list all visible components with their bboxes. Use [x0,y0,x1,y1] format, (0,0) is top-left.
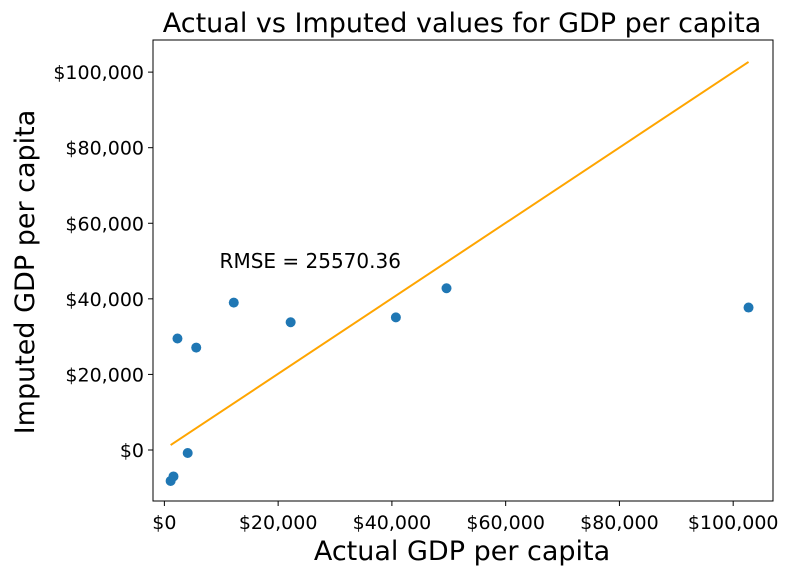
chart-title: Actual vs Imputed values for GDP per cap… [163,8,762,39]
scatter-point [172,333,183,344]
scatter-point [285,317,296,328]
y-tick-label: $60,000 [65,213,144,235]
y-axis-ticks: $0 $20,000 $40,000 $60,000 $80,000 $100,000 [53,62,153,462]
x-tick-label: $40,000 [353,512,432,534]
scatter-point [390,312,401,323]
y-tick-label: $0 [120,440,144,462]
scatter-point [182,448,193,459]
y-tick-label: $80,000 [65,138,144,160]
plot-marks [165,61,754,486]
x-tick-label: $0 [152,512,176,534]
rmse-annotation: RMSE = 25570.36 [220,249,401,273]
plot-frame [152,39,774,502]
fit-line [170,61,750,446]
scatter-point [228,297,239,308]
scatter-point [191,342,202,353]
y-axis-title: Imputed GDP per capita [10,110,41,435]
annotations: RMSE = 25570.36 [220,249,401,273]
x-axis-title: Actual GDP per capita [314,536,610,567]
x-tick-label: $20,000 [239,512,318,534]
scatter-point [743,302,754,313]
scatter-point [441,283,452,294]
x-tick-label: $60,000 [466,512,545,534]
y-tick-label: $20,000 [65,364,144,386]
x-tick-label: $80,000 [580,512,659,534]
scatter-point [168,471,179,482]
x-axis-ticks: $0 $20,000 $40,000 $60,000 $80,000 $100,000 [152,501,779,534]
y-tick-label: $100,000 [53,62,144,84]
x-tick-label: $100,000 [688,512,779,534]
y-tick-label: $40,000 [65,289,144,311]
